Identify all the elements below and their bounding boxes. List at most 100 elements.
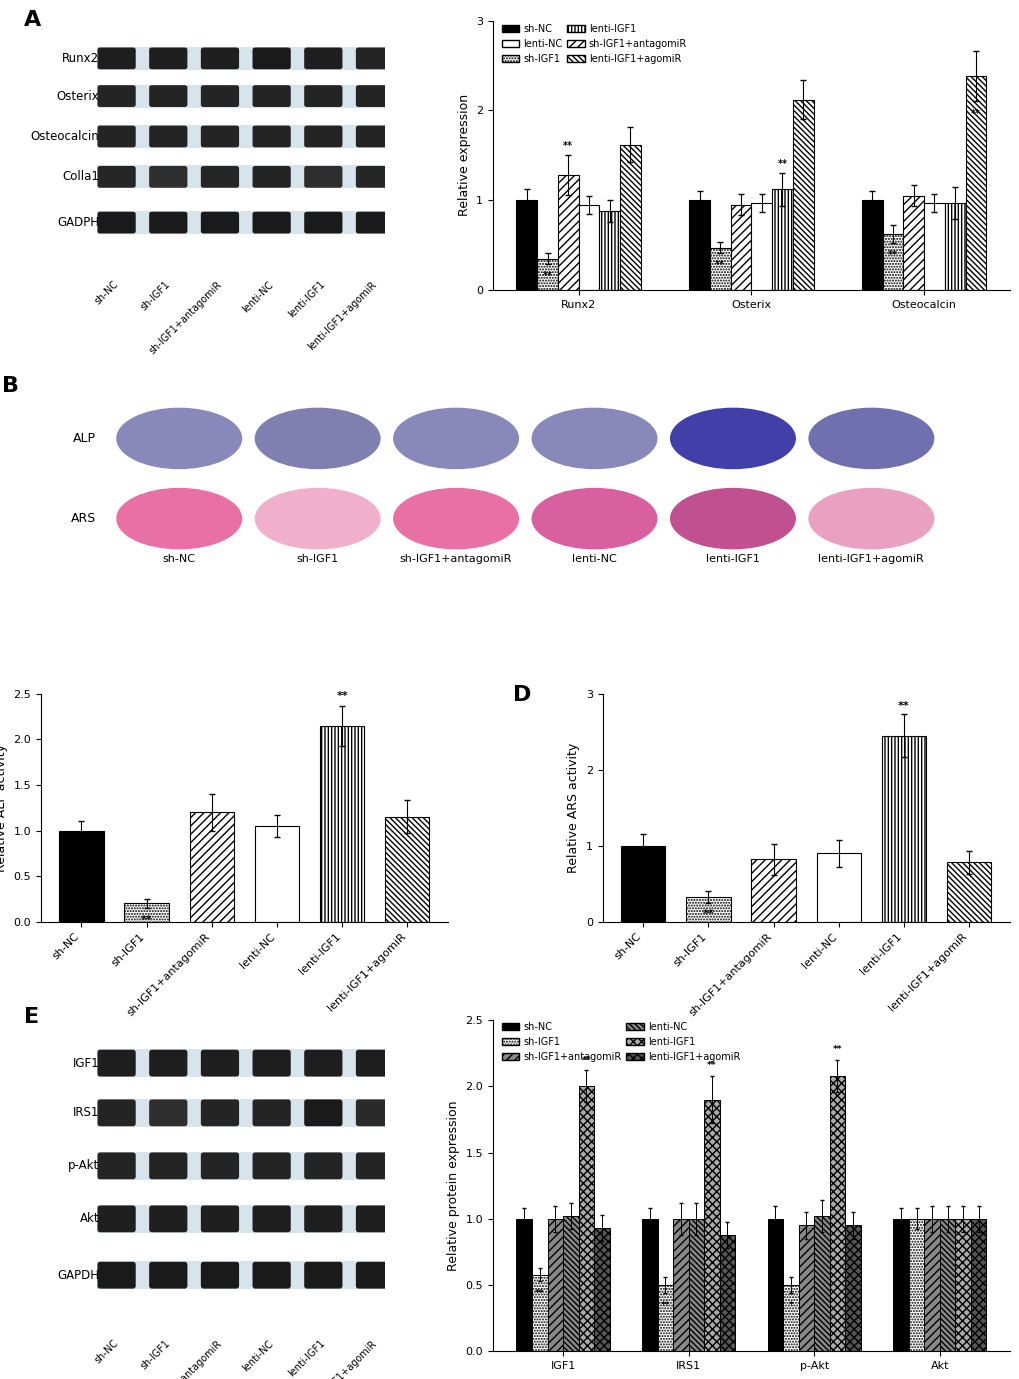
Bar	[965, 76, 985, 290]
Circle shape	[117, 488, 242, 549]
FancyBboxPatch shape	[97, 211, 394, 234]
Bar	[593, 1229, 609, 1351]
Bar	[845, 1226, 860, 1351]
Bar	[771, 189, 792, 290]
Text: sh-NC: sh-NC	[163, 554, 196, 564]
Bar	[657, 1285, 673, 1351]
Bar	[673, 1219, 688, 1351]
FancyBboxPatch shape	[304, 1262, 342, 1288]
Text: **: **	[970, 109, 980, 119]
Bar	[320, 725, 364, 921]
Circle shape	[808, 408, 932, 469]
Bar	[908, 1219, 923, 1351]
Text: sh-IGF1: sh-IGF1	[297, 554, 338, 564]
Text: *: *	[788, 1300, 793, 1310]
Bar	[719, 1234, 735, 1351]
FancyBboxPatch shape	[201, 1049, 238, 1077]
Bar	[709, 248, 730, 290]
FancyBboxPatch shape	[356, 1099, 393, 1127]
FancyBboxPatch shape	[98, 1262, 136, 1288]
Bar	[783, 1285, 798, 1351]
FancyBboxPatch shape	[356, 47, 393, 69]
FancyBboxPatch shape	[253, 1205, 290, 1233]
FancyBboxPatch shape	[253, 1262, 290, 1288]
Text: **: **	[776, 159, 787, 168]
FancyBboxPatch shape	[253, 125, 290, 148]
Circle shape	[393, 408, 518, 469]
FancyBboxPatch shape	[98, 165, 136, 188]
Circle shape	[255, 488, 380, 549]
FancyBboxPatch shape	[97, 165, 394, 189]
Text: A: A	[23, 10, 41, 30]
Text: Osterix: Osterix	[57, 90, 99, 102]
FancyBboxPatch shape	[201, 47, 238, 69]
Text: sh-NC: sh-NC	[93, 1338, 120, 1365]
Bar	[751, 859, 795, 921]
Text: IGF1: IGF1	[72, 1056, 99, 1070]
FancyBboxPatch shape	[201, 1205, 238, 1233]
Bar	[946, 862, 990, 921]
FancyBboxPatch shape	[304, 1099, 342, 1127]
Bar	[923, 203, 944, 290]
Text: sh-IGF1: sh-IGF1	[139, 1338, 171, 1371]
Circle shape	[532, 408, 656, 469]
Bar	[516, 200, 537, 290]
FancyBboxPatch shape	[304, 165, 342, 188]
Bar	[881, 735, 925, 921]
Bar	[578, 204, 599, 290]
FancyBboxPatch shape	[356, 165, 393, 188]
Bar	[923, 1219, 938, 1351]
FancyBboxPatch shape	[253, 165, 290, 188]
FancyBboxPatch shape	[253, 1099, 290, 1127]
FancyBboxPatch shape	[97, 1151, 394, 1180]
FancyBboxPatch shape	[304, 85, 342, 108]
Text: lenti-IGF1: lenti-IGF1	[286, 1338, 326, 1379]
Text: **: **	[660, 1300, 669, 1310]
Bar	[532, 1274, 547, 1351]
FancyBboxPatch shape	[304, 1153, 342, 1179]
Text: sh-IGF1: sh-IGF1	[139, 279, 171, 313]
FancyBboxPatch shape	[201, 85, 238, 108]
Text: lenti-NC: lenti-NC	[572, 554, 616, 564]
FancyBboxPatch shape	[149, 1049, 187, 1077]
FancyBboxPatch shape	[97, 84, 394, 108]
FancyBboxPatch shape	[97, 1262, 394, 1289]
FancyBboxPatch shape	[149, 1262, 187, 1288]
Bar	[798, 1226, 813, 1351]
Text: p-Akt: p-Akt	[68, 1160, 99, 1172]
Bar	[621, 845, 664, 921]
FancyBboxPatch shape	[149, 165, 187, 188]
Bar	[620, 145, 640, 290]
Bar	[537, 258, 557, 290]
FancyBboxPatch shape	[97, 1205, 394, 1233]
Bar	[516, 1219, 532, 1351]
Y-axis label: Relative expression: Relative expression	[458, 94, 470, 217]
Text: **: **	[562, 141, 573, 150]
Text: **: **	[336, 691, 347, 701]
Bar	[970, 1219, 985, 1351]
Bar	[578, 1087, 593, 1351]
Bar	[751, 203, 771, 290]
FancyBboxPatch shape	[98, 1049, 136, 1077]
Text: E: E	[23, 1007, 39, 1027]
Bar	[255, 826, 299, 921]
FancyBboxPatch shape	[149, 125, 187, 148]
Y-axis label: Relative ARS activity: Relative ARS activity	[567, 743, 580, 873]
Text: GADPH: GADPH	[57, 217, 99, 229]
Text: Runx2: Runx2	[62, 52, 99, 65]
FancyBboxPatch shape	[356, 125, 393, 148]
FancyBboxPatch shape	[201, 1153, 238, 1179]
Bar	[944, 203, 965, 290]
Bar	[881, 234, 903, 290]
Legend: sh-NC, lenti-NC, sh-IGF1, lenti-IGF1, sh-IGF1+antagomiR, lenti-IGF1+agomiR: sh-NC, lenti-NC, sh-IGF1, lenti-IGF1, sh…	[497, 21, 690, 68]
FancyBboxPatch shape	[98, 212, 136, 233]
Circle shape	[393, 488, 518, 549]
FancyBboxPatch shape	[304, 212, 342, 233]
Text: **: **	[702, 910, 713, 920]
Text: lenti-IGF1: lenti-IGF1	[705, 554, 759, 564]
FancyBboxPatch shape	[97, 1049, 394, 1077]
Bar	[557, 175, 578, 290]
Bar	[861, 200, 881, 290]
FancyBboxPatch shape	[253, 47, 290, 69]
FancyBboxPatch shape	[356, 1153, 393, 1179]
